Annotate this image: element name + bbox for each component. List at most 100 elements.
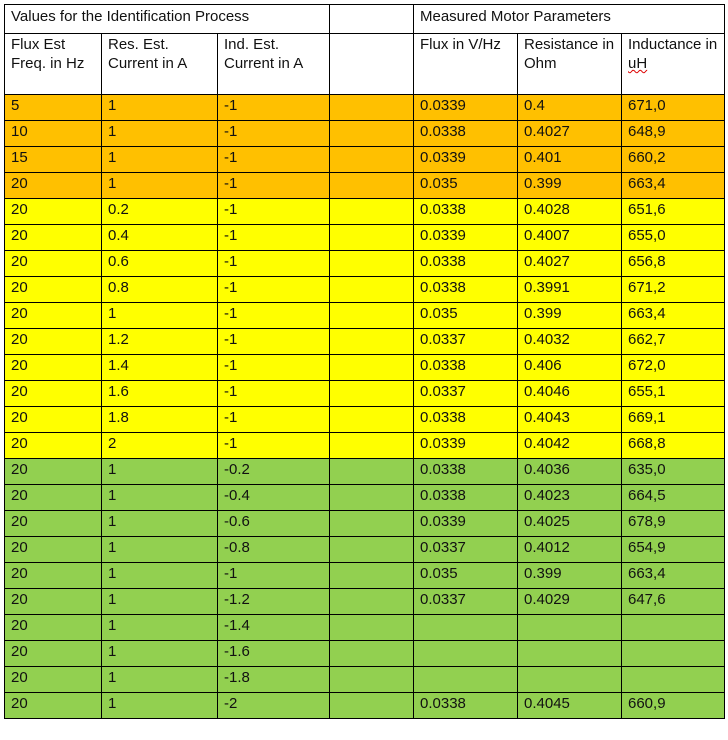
cell-blank xyxy=(329,640,414,667)
cell-flux: 0.0338 xyxy=(413,458,518,485)
cell-flux-est-freq: 20 xyxy=(4,302,102,329)
cell-ind-est-current: -1 xyxy=(217,198,330,225)
cell-resistance: 0.401 xyxy=(517,146,622,173)
cell-ind-est-current: -1 xyxy=(217,120,330,147)
group-header-row: Values for the Identification Process Me… xyxy=(4,4,725,34)
cell-res-est-current: 1 xyxy=(101,484,218,511)
cell-flux-est-freq: 20 xyxy=(4,328,102,355)
table-row: 20 1.6 -1 0.0337 0.4046 655,1 xyxy=(4,380,725,407)
table-row: 20 0.8 -1 0.0338 0.3991 671,2 xyxy=(4,276,725,303)
cell-resistance: 0.4046 xyxy=(517,380,622,407)
cell-resistance: 0.4027 xyxy=(517,250,622,277)
cell-res-est-current: 1 xyxy=(101,666,218,693)
cell-flux-est-freq: 20 xyxy=(4,588,102,615)
column-header: Flux Est Freq. in Hz xyxy=(4,33,102,95)
cell-flux-est-freq: 20 xyxy=(4,640,102,667)
table-row: 20 0.4 -1 0.0339 0.4007 655,0 xyxy=(4,224,725,251)
cell-inductance: 668,8 xyxy=(621,432,725,459)
cell-ind-est-current: -1 xyxy=(217,354,330,381)
cell-blank xyxy=(329,302,414,329)
cell-res-est-current: 1.8 xyxy=(101,406,218,433)
cell-flux-est-freq: 20 xyxy=(4,484,102,511)
cell-flux: 0.0337 xyxy=(413,536,518,563)
cell-flux-est-freq: 5 xyxy=(4,94,102,121)
cell-inductance xyxy=(621,614,725,641)
cell-blank xyxy=(329,250,414,277)
cell-resistance: 0.4045 xyxy=(517,692,622,719)
cell-blank xyxy=(329,536,414,563)
cell-res-est-current: 1 xyxy=(101,458,218,485)
cell-inductance: 669,1 xyxy=(621,406,725,433)
cell-flux: 0.0339 xyxy=(413,146,518,173)
table-row: 20 1 -1.6 xyxy=(4,640,725,667)
cell-flux: 0.0338 xyxy=(413,484,518,511)
motor-parameters-table: Values for the Identification Process Me… xyxy=(4,4,725,719)
cell-inductance: 671,2 xyxy=(621,276,725,303)
cell-inductance xyxy=(621,640,725,667)
cell-res-est-current: 1 xyxy=(101,692,218,719)
column-header: Ind. Est. Current in A xyxy=(217,33,330,95)
cell-ind-est-current: -1.2 xyxy=(217,588,330,615)
cell-flux xyxy=(413,614,518,641)
cell-blank xyxy=(329,510,414,537)
cell-flux-est-freq: 20 xyxy=(4,536,102,563)
column-header: Flux in V/Hz xyxy=(413,33,518,95)
cell-ind-est-current: -1.6 xyxy=(217,640,330,667)
cell-ind-est-current: -0.8 xyxy=(217,536,330,563)
cell-blank xyxy=(329,614,414,641)
cell-flux: 0.0338 xyxy=(413,406,518,433)
cell-ind-est-current: -1 xyxy=(217,172,330,199)
cell-blank xyxy=(329,276,414,303)
cell-flux xyxy=(413,640,518,667)
cell-blank xyxy=(329,146,414,173)
cell-resistance: 0.4007 xyxy=(517,224,622,251)
group-header-identification: Values for the Identification Process xyxy=(4,4,330,34)
table-row: 20 1.2 -1 0.0337 0.4032 662,7 xyxy=(4,328,725,355)
cell-res-est-current: 1 xyxy=(101,146,218,173)
cell-resistance: 0.4028 xyxy=(517,198,622,225)
column-header-inductance: Inductance in uH xyxy=(621,33,725,95)
cell-flux: 0.0339 xyxy=(413,510,518,537)
cell-ind-est-current: -1.8 xyxy=(217,666,330,693)
cell-blank xyxy=(329,588,414,615)
cell-ind-est-current: -1 xyxy=(217,94,330,121)
cell-flux-est-freq: 20 xyxy=(4,458,102,485)
cell-res-est-current: 1 xyxy=(101,172,218,199)
table-row: 20 1 -2 0.0338 0.4045 660,9 xyxy=(4,692,725,719)
cell-blank xyxy=(329,484,414,511)
cell-flux-est-freq: 20 xyxy=(4,432,102,459)
cell-ind-est-current: -1 xyxy=(217,302,330,329)
cell-res-est-current: 1 xyxy=(101,562,218,589)
spellcheck-underline: uH xyxy=(628,55,648,72)
cell-flux: 0.0337 xyxy=(413,588,518,615)
column-header: Res. Est. Current in A xyxy=(101,33,218,95)
cell-ind-est-current: -0.4 xyxy=(217,484,330,511)
cell-resistance: 0.399 xyxy=(517,302,622,329)
cell-flux-est-freq: 20 xyxy=(4,224,102,251)
cell-ind-est-current: -0.2 xyxy=(217,458,330,485)
cell-resistance: 0.399 xyxy=(517,172,622,199)
cell-inductance: 647,6 xyxy=(621,588,725,615)
cell-resistance: 0.4032 xyxy=(517,328,622,355)
cell-flux: 0.0337 xyxy=(413,328,518,355)
cell-inductance: 655,1 xyxy=(621,380,725,407)
cell-ind-est-current: -2 xyxy=(217,692,330,719)
cell-flux: 0.0338 xyxy=(413,276,518,303)
cell-flux-est-freq: 20 xyxy=(4,354,102,381)
cell-flux: 0.035 xyxy=(413,172,518,199)
cell-flux: 0.035 xyxy=(413,302,518,329)
cell-blank xyxy=(329,406,414,433)
cell-res-est-current: 1.6 xyxy=(101,380,218,407)
cell-blank xyxy=(329,562,414,589)
cell-inductance: 663,4 xyxy=(621,302,725,329)
cell-inductance: 656,8 xyxy=(621,250,725,277)
cell-inductance: 635,0 xyxy=(621,458,725,485)
cell-resistance: 0.4012 xyxy=(517,536,622,563)
cell-ind-est-current: -1 xyxy=(217,276,330,303)
table-row: 20 1 -1.8 xyxy=(4,666,725,693)
cell-ind-est-current: -1 xyxy=(217,406,330,433)
cell-ind-est-current: -1.4 xyxy=(217,614,330,641)
cell-flux-est-freq: 20 xyxy=(4,276,102,303)
table-row: 20 1.8 -1 0.0338 0.4043 669,1 xyxy=(4,406,725,433)
cell-flux-est-freq: 20 xyxy=(4,406,102,433)
